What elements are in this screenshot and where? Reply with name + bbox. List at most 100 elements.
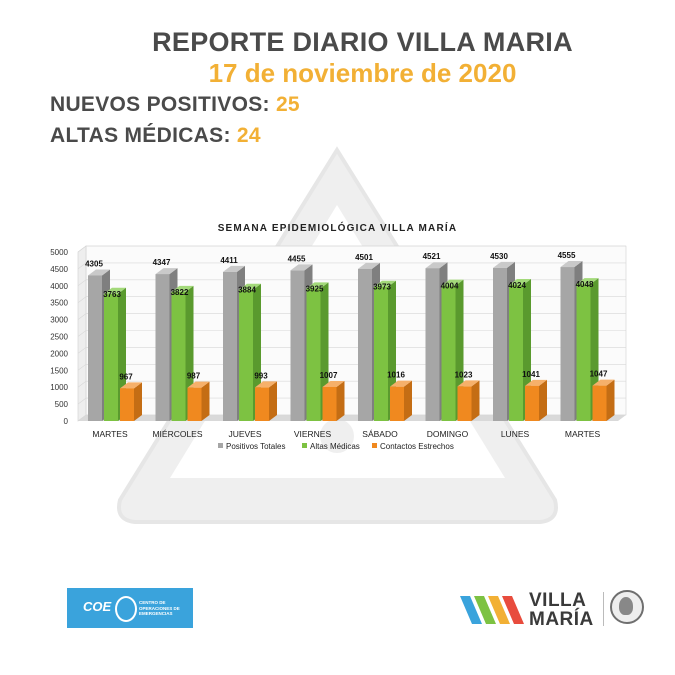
brand-stripe: [474, 596, 496, 624]
coe-logo: COE CENTRO DE OPERACIONES DE EMERGENCIAS: [67, 588, 193, 628]
bar-top-2: [390, 380, 412, 387]
villa-maria-stripes-icon: [460, 596, 524, 624]
brand-divider: [603, 592, 604, 626]
bar-contactos: [120, 388, 134, 421]
legend-label: Altas Médicas: [310, 442, 360, 451]
brand-stripe: [488, 596, 510, 624]
bar-top-1: [374, 280, 396, 287]
bar-top-1: [509, 278, 531, 285]
y-tick-label: 1000: [50, 383, 68, 392]
data-label: 3884: [238, 286, 256, 295]
bar-side-2: [336, 380, 345, 421]
data-label: 3925: [306, 284, 324, 293]
bar-top-0: [560, 261, 583, 268]
data-label: 1023: [455, 370, 473, 379]
report-title: REPORTE DIARIO VILLA MARIA: [152, 27, 573, 57]
data-label: 4455: [288, 254, 306, 263]
data-label: 4024: [508, 281, 526, 290]
bar-positivos: [223, 271, 237, 421]
bar-top-0: [358, 262, 380, 269]
altas-medicas-value: 24: [236, 124, 261, 147]
villa-maria-brand: VILLA MARÍA: [460, 588, 645, 630]
data-label: 4501: [355, 253, 373, 262]
legend-label: Positivos Totales: [226, 442, 285, 451]
data-label: 1007: [320, 371, 338, 380]
y-tick-label: 3000: [50, 316, 68, 325]
y-tick-label: 3500: [50, 299, 68, 308]
bar-contactos: [525, 385, 539, 421]
bar-contactos: [322, 386, 337, 421]
data-label: 4530: [490, 252, 508, 261]
bar-top-2: [592, 379, 615, 386]
bar-top-1: [441, 279, 464, 286]
data-label: 4048: [576, 280, 594, 289]
bar-positivos: [425, 268, 440, 421]
data-label: 967: [119, 372, 133, 381]
y-gridline: [77, 245, 626, 253]
coe-ring-icon: [115, 596, 137, 622]
data-label: 3973: [373, 283, 391, 292]
bar-top-2: [525, 379, 547, 386]
bar-top-1: [104, 287, 126, 294]
brand-name: VILLA MARÍA: [529, 591, 594, 629]
bar-top-2: [120, 382, 142, 389]
bar-positivos: [358, 268, 372, 421]
data-label: 993: [254, 371, 268, 380]
bar-top-1: [171, 285, 194, 292]
bar-side-2: [201, 381, 210, 421]
data-label: 1041: [522, 370, 540, 379]
bar-top-2: [255, 381, 277, 388]
legend-swatch: [372, 443, 377, 448]
bar-positivos: [88, 275, 102, 421]
bar-altas: [306, 288, 321, 421]
nuevos-positivos-value: 25: [275, 93, 300, 116]
data-label: 3763: [103, 290, 121, 299]
bar-altas: [441, 285, 456, 421]
y-tick-label: 2500: [50, 333, 68, 342]
brand-line-2: MARÍA: [529, 609, 594, 630]
x-tick-label: VIERNES: [294, 429, 332, 439]
bar-top-1: [239, 283, 261, 290]
bar-top-2: [322, 380, 345, 387]
y-tick-label: 5000: [50, 248, 68, 257]
chart-title: SEMANA EPIDEMIOLÓGICA VILLA MARÍA: [217, 223, 458, 234]
data-label: 4555: [558, 251, 576, 260]
bar-side-2: [471, 380, 480, 421]
brand-stripe: [502, 596, 524, 624]
bar-top-0: [155, 268, 178, 275]
data-label: 4004: [441, 282, 459, 291]
bar-positivos: [493, 267, 507, 421]
data-label: 1016: [387, 371, 405, 380]
bar-positivos: [155, 274, 170, 421]
nuevos-positivos-stat: NUEVOS POSITIVOS: 25: [50, 93, 300, 117]
bar-altas: [509, 284, 523, 421]
x-tick-label: SÁBADO: [362, 429, 398, 439]
bar-contactos: [187, 387, 202, 421]
bar-contactos: [255, 387, 269, 421]
x-tick-label: JUEVES: [228, 429, 261, 439]
altas-medicas-stat: ALTAS MÉDICAS: 24: [50, 124, 261, 148]
x-tick-label: DOMINGO: [427, 429, 469, 439]
bar-altas: [171, 291, 186, 421]
chart-floor: [78, 415, 626, 421]
bar-altas: [239, 289, 253, 421]
bar-altas: [374, 286, 388, 421]
coe-logo-word: COE: [83, 599, 112, 614]
x-tick-label: MARTES: [92, 429, 128, 439]
brand-stripe: [460, 596, 482, 624]
coe-logo-subtitle: CENTRO DE OPERACIONES DE EMERGENCIAS: [139, 600, 180, 616]
bar-top-1: [306, 282, 329, 289]
data-label: 4411: [220, 256, 238, 265]
bar-altas: [576, 284, 591, 421]
bar-top-0: [88, 269, 110, 276]
y-tick-label: 4500: [50, 265, 68, 274]
bar-side-2: [539, 379, 547, 421]
report-date: 17 de noviembre de 2020: [208, 58, 517, 88]
bar-top-0: [425, 262, 448, 269]
legend-swatch: [302, 443, 307, 448]
y-tick-label: 2000: [50, 349, 68, 358]
bar-positivos: [560, 267, 575, 421]
y-tick-label: 4000: [50, 282, 68, 291]
data-label: 987: [187, 372, 201, 381]
